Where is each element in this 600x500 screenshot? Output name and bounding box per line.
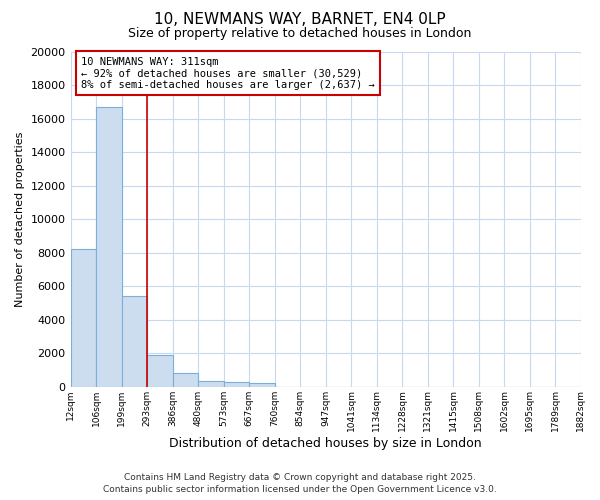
Bar <box>249 383 275 386</box>
Bar <box>224 382 249 386</box>
Bar <box>96 107 122 386</box>
Text: Contains HM Land Registry data © Crown copyright and database right 2025.
Contai: Contains HM Land Registry data © Crown c… <box>103 472 497 494</box>
Bar <box>147 354 173 386</box>
Y-axis label: Number of detached properties: Number of detached properties <box>15 132 25 306</box>
Bar <box>122 296 147 386</box>
Text: 10 NEWMANS WAY: 311sqm
← 92% of detached houses are smaller (30,529)
8% of semi-: 10 NEWMANS WAY: 311sqm ← 92% of detached… <box>81 56 374 90</box>
X-axis label: Distribution of detached houses by size in London: Distribution of detached houses by size … <box>169 437 482 450</box>
Text: Size of property relative to detached houses in London: Size of property relative to detached ho… <box>128 28 472 40</box>
Bar <box>71 249 96 386</box>
Text: 10, NEWMANS WAY, BARNET, EN4 0LP: 10, NEWMANS WAY, BARNET, EN4 0LP <box>154 12 446 28</box>
Bar <box>173 373 198 386</box>
Bar <box>198 380 224 386</box>
